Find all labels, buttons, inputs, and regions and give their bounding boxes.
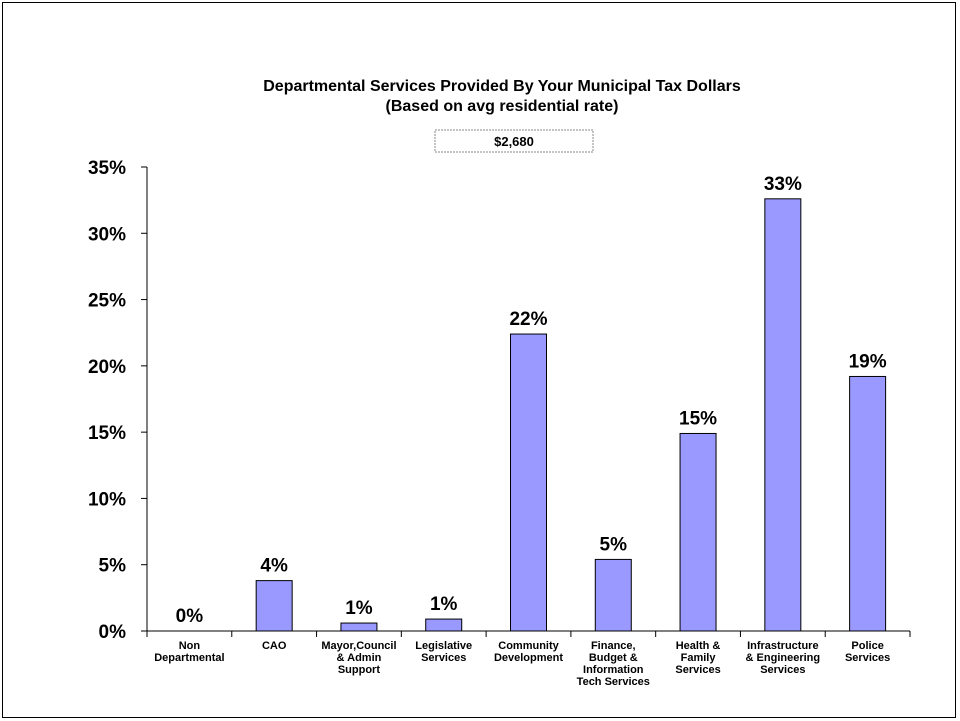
- y-tick-label: 0%: [99, 622, 127, 643]
- x-tick-label: Mayor,Council & Admin Support: [321, 640, 396, 676]
- x-tick-label: Finance, Budget & Information Tech Services: [577, 640, 650, 688]
- chart-subtitle: (Based on avg residential rate): [386, 98, 619, 115]
- labels: 0% Non Departmental 4% CAO 1% Mayor,Council & A…: [154, 174, 890, 688]
- x-tick-label: Police Services: [845, 640, 890, 664]
- data-label: 0%: [176, 606, 204, 627]
- bar: [764, 198, 802, 632]
- bar: [425, 618, 463, 632]
- data-label: 15%: [679, 408, 717, 429]
- data-label: 1%: [430, 594, 458, 615]
- bar: [594, 558, 632, 632]
- data-label: 19%: [849, 351, 887, 372]
- x-tick-label: Non Departmental: [154, 640, 224, 664]
- y-tick-label: 15%: [88, 423, 126, 444]
- y-tick-label: 20%: [88, 357, 126, 378]
- data-label: 4%: [260, 556, 288, 577]
- y-tick-label: 10%: [88, 489, 126, 510]
- bars: [255, 198, 887, 632]
- x-tick-label: CAO: [262, 640, 287, 652]
- data-label: 5%: [600, 534, 628, 555]
- bar: [510, 333, 547, 632]
- bar: [340, 622, 378, 632]
- chart-title: Departmental Services Provided By Your M…: [263, 78, 741, 95]
- y-tick-label: 5%: [99, 556, 127, 577]
- total-box: [434, 129, 594, 153]
- y-tick-label: 25%: [88, 291, 126, 312]
- data-label: 1%: [345, 598, 373, 619]
- x-tick-label: Community Development: [494, 640, 563, 664]
- x-tick-label: Health & Family Services: [675, 640, 720, 676]
- data-label: 33%: [764, 174, 802, 195]
- y-tick-label: 35%: [88, 158, 126, 179]
- y-tick-label: 30%: [88, 224, 126, 245]
- bar: [679, 432, 717, 632]
- x-tick-label: Infrastructure & Engineering Services: [746, 640, 821, 676]
- bar: [255, 580, 293, 632]
- total-box-label: $2,680: [494, 134, 534, 149]
- bar: [849, 375, 887, 632]
- x-tick-label: Legislative Services: [415, 640, 472, 664]
- data-label: 22%: [509, 309, 547, 330]
- axes: 0% 5% 10% 15% 20% 25% 30% 35%: [88, 158, 911, 643]
